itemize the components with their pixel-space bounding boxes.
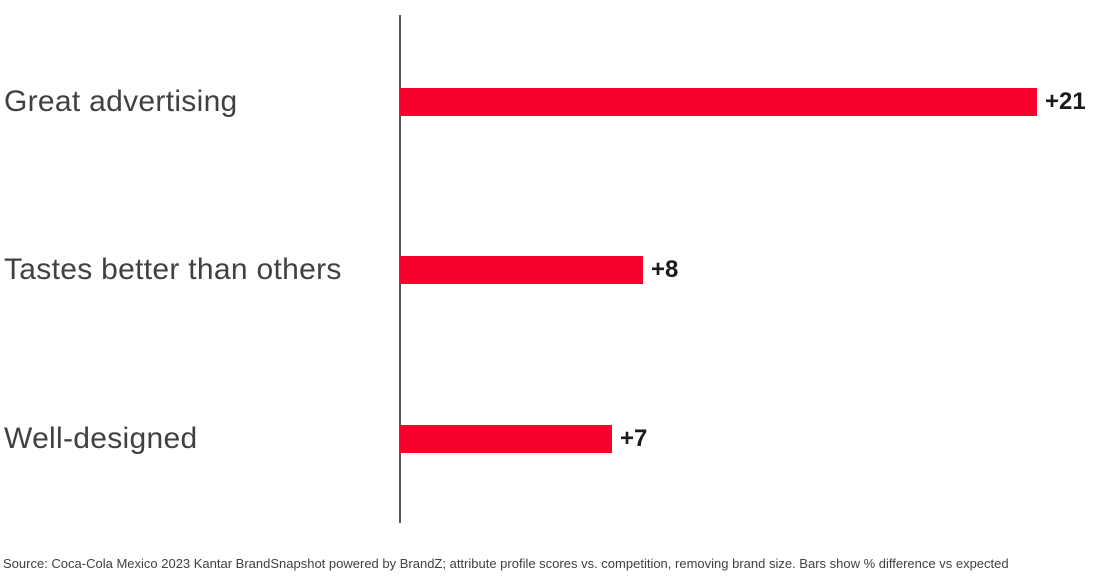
chart-row: Tastes better than others +8 <box>0 253 1100 286</box>
value-label: +7 <box>620 425 648 452</box>
bar <box>400 256 643 284</box>
category-label: Great advertising <box>4 85 238 118</box>
category-label: Well-designed <box>4 422 198 455</box>
value-label: +8 <box>651 256 679 283</box>
chart-row: Well-designed +7 <box>0 422 1100 455</box>
source-note: Source: Coca-Cola Mexico 2023 Kantar Bra… <box>3 556 1009 571</box>
bar <box>400 425 612 453</box>
value-label: +21 <box>1045 88 1086 115</box>
category-label: Tastes better than others <box>4 253 342 286</box>
chart-row: Great advertising +21 <box>0 85 1100 118</box>
bar <box>400 88 1037 116</box>
